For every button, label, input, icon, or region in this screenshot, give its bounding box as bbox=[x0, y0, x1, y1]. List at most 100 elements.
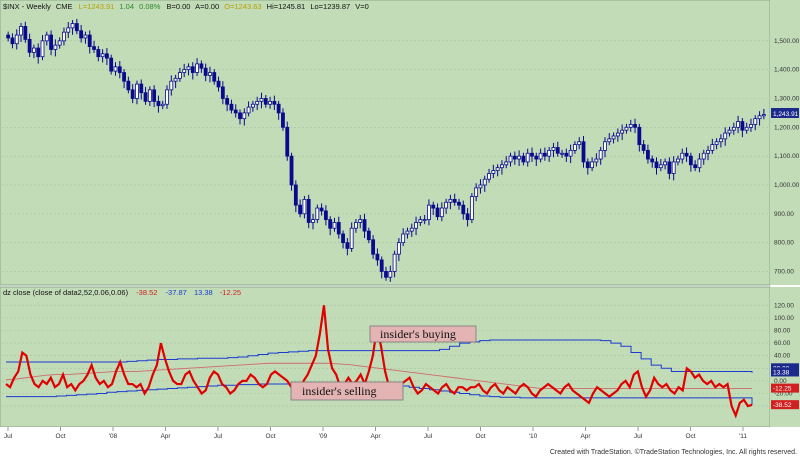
candle-body bbox=[117, 66, 122, 73]
candle-body bbox=[66, 27, 71, 33]
candle-body bbox=[358, 219, 363, 223]
candle-body bbox=[332, 222, 337, 229]
candle-body bbox=[680, 152, 685, 160]
candle-body bbox=[761, 114, 766, 117]
candle-body bbox=[461, 204, 466, 215]
candle-body bbox=[624, 126, 629, 131]
candle-body bbox=[487, 173, 491, 180]
time-tick-label: '11 bbox=[739, 433, 747, 440]
indicator-value-label: 13.38 bbox=[773, 369, 790, 376]
candle-body bbox=[427, 204, 431, 220]
candle-body bbox=[555, 147, 560, 154]
candle-body bbox=[577, 141, 582, 146]
candle-body bbox=[100, 53, 105, 58]
candle-body bbox=[225, 98, 230, 105]
candle-body bbox=[285, 126, 290, 157]
candle-body bbox=[23, 26, 28, 40]
candle-body bbox=[646, 149, 650, 160]
candle-body bbox=[727, 129, 732, 134]
candle-body bbox=[371, 239, 376, 255]
indicator-tick-label: 100.00 bbox=[774, 315, 794, 322]
indicator-value-label: -12.25 bbox=[773, 386, 792, 393]
candle-body bbox=[32, 47, 36, 53]
buying-annotation: insider's buying bbox=[380, 327, 456, 341]
candle-body bbox=[701, 152, 706, 160]
candle-body bbox=[658, 164, 663, 169]
price-tick-label: 1,400.00 bbox=[774, 67, 800, 74]
indicator-value-tag bbox=[771, 367, 799, 377]
candle-body bbox=[255, 100, 260, 105]
candle-body bbox=[542, 152, 547, 157]
candle-body bbox=[311, 219, 315, 223]
candle-body bbox=[293, 184, 298, 206]
candle-body bbox=[495, 167, 500, 171]
candle-body bbox=[143, 92, 148, 102]
candle-body bbox=[57, 40, 62, 46]
time-tick-label: Jul bbox=[634, 433, 643, 440]
candle-body bbox=[667, 161, 672, 174]
indicator-tick-label: 80.00 bbox=[774, 328, 791, 335]
candle-body bbox=[560, 152, 564, 155]
indicator-panel bbox=[0, 286, 771, 428]
footer-copyright: Created with TradeStation. ©TradeStation… bbox=[550, 448, 797, 456]
candle-body bbox=[504, 161, 509, 166]
candle-body bbox=[139, 83, 144, 94]
candle-body bbox=[749, 124, 753, 128]
candle-body bbox=[375, 253, 380, 261]
candle-body bbox=[384, 271, 388, 278]
candle-body bbox=[203, 67, 208, 76]
candle-body bbox=[594, 158, 599, 163]
candle-body bbox=[444, 201, 449, 209]
candle-body bbox=[581, 141, 586, 163]
candle-body bbox=[96, 49, 101, 58]
candle-body bbox=[208, 72, 212, 76]
candle-body bbox=[469, 196, 474, 220]
price-tick-label: 1,500.00 bbox=[774, 38, 800, 45]
candle-body bbox=[328, 219, 333, 229]
candle-body bbox=[401, 233, 406, 244]
candle-body bbox=[392, 253, 397, 272]
candle-body bbox=[534, 155, 539, 160]
candle-body bbox=[598, 149, 603, 160]
candle-body bbox=[250, 103, 255, 108]
candle-body bbox=[212, 72, 217, 82]
buying-annotation-box bbox=[369, 325, 477, 343]
candle-body bbox=[684, 152, 689, 157]
candle-body bbox=[345, 242, 350, 249]
time-tick-label: Jul bbox=[4, 433, 13, 440]
candle-body bbox=[259, 98, 264, 102]
mid-line bbox=[5, 362, 752, 389]
candle-body bbox=[199, 63, 204, 69]
candle-body bbox=[654, 161, 659, 169]
candle-body bbox=[564, 152, 569, 157]
candle-body bbox=[173, 77, 178, 82]
price-axis bbox=[770, 0, 800, 285]
candle-body bbox=[396, 242, 401, 255]
candle-body bbox=[431, 204, 436, 209]
time-tick-label: Oct bbox=[265, 433, 275, 440]
candle-body bbox=[525, 152, 530, 163]
price-tick-label: 1,100.00 bbox=[774, 153, 800, 160]
candle-body bbox=[633, 124, 637, 128]
price-tick-label: 1,000.00 bbox=[774, 182, 800, 189]
time-tick-label: '09 bbox=[319, 433, 328, 440]
price-tick-label: 1,200.00 bbox=[774, 124, 800, 131]
candle-body bbox=[719, 138, 723, 143]
indicator-value-tag bbox=[771, 400, 799, 410]
candle-body bbox=[517, 155, 522, 160]
candle-body bbox=[611, 135, 616, 140]
indicator-tick-label: 0.00 bbox=[774, 378, 787, 385]
candle-body bbox=[70, 23, 75, 29]
candle-body bbox=[289, 155, 294, 186]
candle-body bbox=[452, 198, 457, 203]
candle-body bbox=[482, 178, 487, 186]
candle-body bbox=[607, 138, 612, 143]
candle-body bbox=[740, 121, 745, 131]
time-tick-label: '08 bbox=[109, 433, 118, 440]
candle-body bbox=[79, 30, 84, 39]
time-tick-label: Jul bbox=[424, 433, 433, 440]
indicator-value-tags: 20.0013.38-12.25-38.52 bbox=[771, 363, 799, 410]
time-tick-label: Apr bbox=[580, 433, 591, 440]
candle-body bbox=[753, 118, 758, 125]
candle-body bbox=[126, 80, 131, 91]
